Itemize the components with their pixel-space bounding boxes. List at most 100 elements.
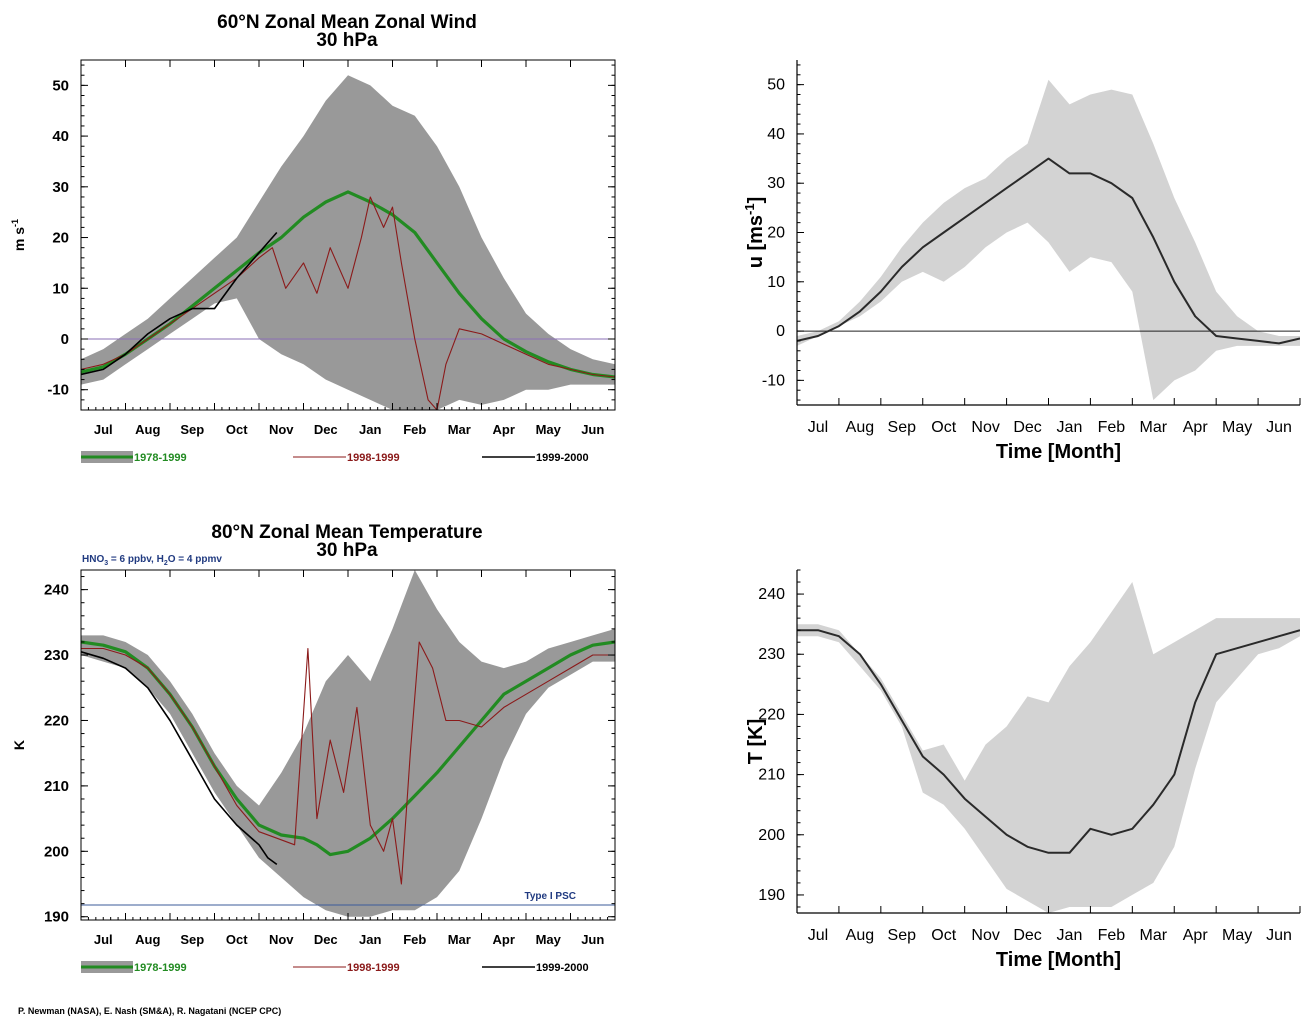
y-axis-label-sup: -1 — [10, 219, 20, 227]
x-tick-label: Apr — [1183, 419, 1209, 436]
series-line — [797, 157, 1300, 345]
x-tick-label: Feb — [1098, 927, 1126, 944]
y-tick-label: 230 — [758, 646, 785, 663]
x-tick-label: Oct — [931, 927, 956, 944]
series-line-1999-2000 — [81, 651, 278, 866]
psc-label: Type I PSC — [525, 891, 577, 902]
x-tick-label: Aug — [135, 932, 160, 947]
series-line — [797, 629, 1300, 854]
annotation-part: = 6 ppbv, H — [108, 554, 164, 565]
plot-area — [81, 75, 615, 410]
legend-label: 1998-1999 — [347, 962, 400, 974]
x-tick-label: Oct — [931, 419, 956, 436]
y-axis-label: T [K] — [745, 719, 767, 765]
x-tick-label: Jun — [1266, 419, 1292, 436]
plot-area — [797, 582, 1300, 913]
legend-label: 1999-2000 — [536, 452, 589, 464]
chart-title: 60°N Zonal Mean Zonal Wind — [217, 12, 477, 33]
y-tick-label: 200 — [44, 843, 69, 860]
x-tick-label: Feb — [403, 422, 426, 437]
range-envelope — [81, 75, 615, 410]
y-axis-label: u [ms-1] — [742, 197, 767, 269]
x-tick-label: Dec — [1013, 927, 1041, 944]
y-tick-label: 10 — [767, 274, 785, 291]
x-tick-label: Dec — [1013, 419, 1041, 436]
series-line-1998-1999 — [81, 196, 615, 410]
y-axis-label-main: u [ms — [745, 215, 767, 268]
x-tick-label: Aug — [846, 927, 874, 944]
series-line-1998-1999 — [81, 641, 615, 885]
x-axis-label: Time [Month] — [996, 949, 1121, 971]
y-tick-label: 230 — [44, 647, 69, 664]
x-tick-label: May — [1222, 927, 1252, 944]
y-tick-label: 240 — [44, 582, 69, 599]
legend-label: 1998-1999 — [347, 452, 400, 464]
y-tick-label: 40 — [767, 126, 785, 143]
x-tick-label: Feb — [1098, 419, 1126, 436]
y-tick-label: 220 — [758, 706, 785, 723]
range-envelope — [81, 570, 615, 917]
legend-label: 1978-1999 — [134, 452, 187, 464]
range-envelope — [797, 582, 1300, 913]
x-tick-label: Dec — [314, 422, 338, 437]
x-tick-label: May — [536, 932, 562, 947]
x-tick-label: May — [1222, 419, 1252, 436]
y-axis-label: m s-1 — [10, 219, 27, 251]
y-tick-label: 240 — [758, 586, 785, 603]
x-tick-label: Oct — [226, 932, 248, 947]
y-tick-label: 220 — [44, 712, 69, 729]
x-tick-label: Feb — [403, 932, 426, 947]
series-line-1999-2000 — [81, 231, 278, 376]
credit-text: P. Newman (NASA), E. Nash (SM&A), R. Nag… — [18, 1006, 282, 1016]
y-tick-label: 30 — [767, 175, 785, 192]
x-tick-label: Aug — [135, 422, 160, 437]
y-tick-label: 40 — [52, 128, 69, 145]
x-tick-label: Jul — [808, 419, 828, 436]
x-tick-label: Mar — [448, 932, 471, 947]
x-tick-label: Mar — [448, 422, 471, 437]
x-tick-label: Sep — [180, 932, 204, 947]
x-tick-label: May — [536, 422, 562, 437]
x-tick-label: Nov — [971, 927, 999, 944]
x-tick-label: Jan — [359, 422, 381, 437]
y-tick-label: 30 — [52, 179, 69, 196]
chart-temp-80n: 190 200 210 220 230 240 Jul Aug Sep Oct Nov Dec Jan F… — [11, 522, 616, 974]
x-tick-label: Jan — [359, 932, 381, 947]
annotation-sub: 2 — [164, 560, 168, 567]
x-tick-label: Sep — [180, 422, 204, 437]
x-tick-label: Jul — [94, 932, 113, 947]
chart-wind-60n: -10 0 10 20 30 40 50 Jul Aug Sep Oct Nov Dec Jan Feb Ma… — [10, 12, 616, 464]
legend-label: 1978-1999 — [134, 962, 187, 974]
chart-subtitle: 30 hPa — [316, 540, 378, 561]
x-tick-label: Apr — [493, 422, 515, 437]
legend-label: 1999-2000 — [536, 962, 589, 974]
annotation-text: HNO3 = 6 ppbv, H2O = 4 ppmv — [82, 554, 222, 567]
x-tick-label: Jan — [1057, 927, 1083, 944]
x-tick-label: Jul — [94, 422, 113, 437]
x-tick-label: Nov — [269, 932, 294, 947]
annotation-part: O = 4 ppmv — [168, 554, 223, 565]
chart-title: 80°N Zonal Mean Temperature — [211, 522, 482, 543]
x-tick-label: Nov — [269, 422, 294, 437]
x-tick-label: Jan — [1057, 419, 1083, 436]
x-tick-label: Sep — [888, 927, 917, 944]
y-tick-label: 200 — [758, 827, 785, 844]
x-tick-label: Sep — [888, 419, 917, 436]
x-tick-label: Oct — [226, 422, 248, 437]
x-tick-label: Jun — [581, 932, 604, 947]
chart-temp-model: 190 200 210 220 230 240 Jul Aug Sep Oct Nov Dec Jan F… — [745, 569, 1301, 971]
y-axis-label: K — [11, 740, 27, 750]
plot-area — [797, 79, 1300, 401]
y-tick-label: -10 — [762, 372, 785, 389]
y-tick-label: 0 — [61, 331, 69, 348]
x-tick-label: Dec — [314, 932, 338, 947]
x-tick-label: Jun — [1266, 927, 1292, 944]
x-tick-label: Mar — [1140, 927, 1168, 944]
x-axis-label: Time [Month] — [996, 441, 1121, 463]
x-tick-label: Jun — [581, 422, 604, 437]
x-tick-label: Apr — [1183, 927, 1209, 944]
chart-subtitle: 30 hPa — [316, 30, 378, 51]
range-envelope — [797, 79, 1300, 401]
x-tick-label: Aug — [846, 419, 874, 436]
